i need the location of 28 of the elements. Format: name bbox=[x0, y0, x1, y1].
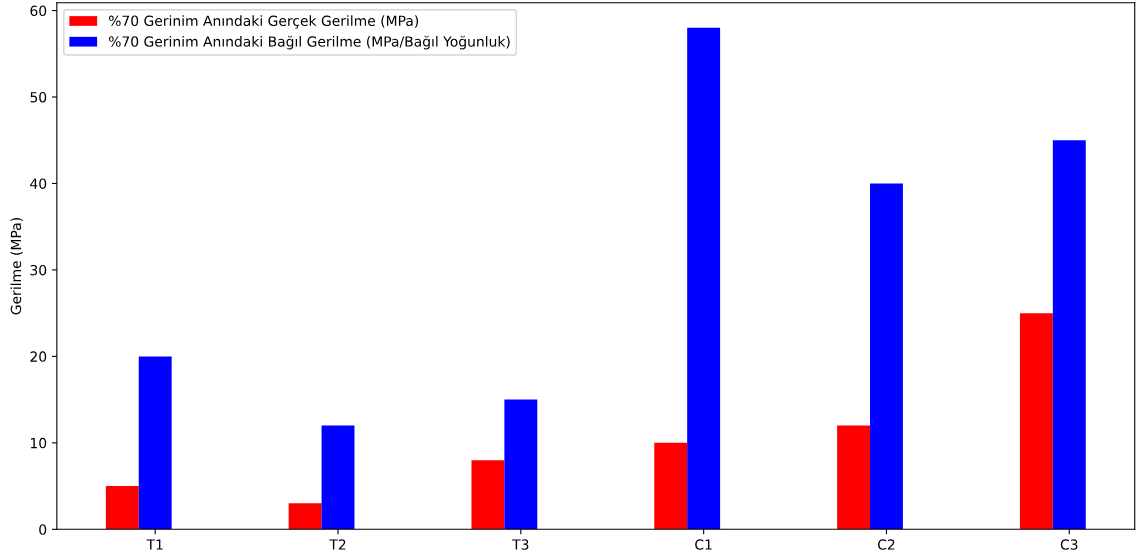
bar bbox=[654, 442, 688, 530]
legend-label: %70 Gerinim Anındaki Bağıl Gerilme (MPa/Bağıl Yoğunluk) bbox=[109, 35, 510, 50]
bar bbox=[105, 486, 139, 530]
x-tick-label: C1 bbox=[695, 539, 712, 550]
bar bbox=[870, 183, 903, 530]
bar bbox=[1052, 140, 1086, 530]
y-tick-label: 60 bbox=[30, 5, 47, 17]
x-tick-label: T3 bbox=[512, 539, 529, 550]
x-tick-label: T1 bbox=[146, 539, 163, 550]
y-tick-label: 0 bbox=[39, 524, 47, 535]
y-tick-label: 30 bbox=[30, 264, 47, 276]
bar bbox=[471, 460, 505, 530]
y-tick-label: 40 bbox=[30, 178, 47, 189]
bar bbox=[288, 503, 322, 530]
bar bbox=[321, 425, 355, 530]
legend-label: %70 Gerinim Anındaki Gerçek Gerilme (MPa) bbox=[109, 15, 419, 29]
y-tick-label: 50 bbox=[30, 91, 47, 103]
y-tick-label: 20 bbox=[30, 351, 47, 362]
bar bbox=[138, 356, 172, 530]
bar bbox=[687, 27, 721, 530]
bar bbox=[837, 425, 871, 530]
bar bbox=[504, 399, 538, 530]
x-tick-label: C3 bbox=[1060, 539, 1078, 550]
y-axis-title: Gerilme (MPa) bbox=[10, 218, 23, 315]
x-tick-label: C2 bbox=[877, 539, 895, 550]
bar bbox=[1019, 313, 1053, 530]
y-tick-label: 10 bbox=[30, 437, 47, 449]
x-tick-label: T2 bbox=[329, 539, 346, 550]
